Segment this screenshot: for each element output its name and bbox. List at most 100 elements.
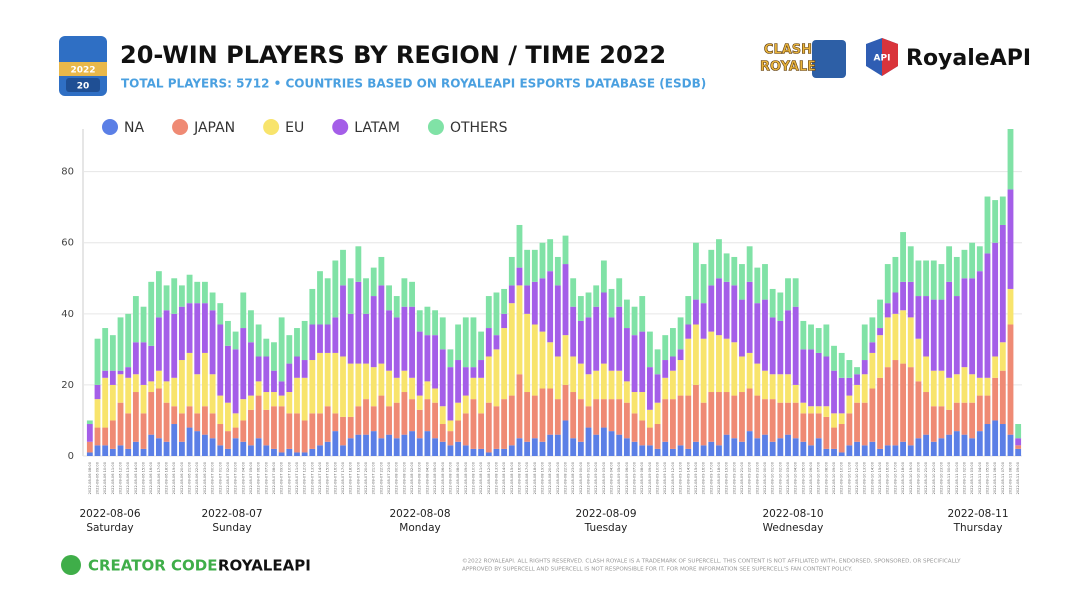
bar-segment (700, 402, 707, 446)
bar-segment (125, 413, 132, 449)
x-tick-label: 2022-08-10 04:00 (794, 461, 798, 494)
bar-segment (831, 427, 837, 449)
day-date: 2022-08-11 (947, 508, 1008, 520)
bar-segment (846, 413, 853, 446)
bar-segment (915, 381, 922, 439)
bar-segment (554, 256, 561, 286)
bar-segment (700, 338, 707, 403)
day-date: 2022-08-06 (79, 508, 140, 520)
bar-segment (723, 338, 730, 393)
bar-segment (662, 335, 669, 361)
bar-segment (155, 370, 162, 389)
bar-segment (401, 306, 408, 371)
bar-segment (531, 324, 538, 396)
bar-segment (1015, 438, 1022, 446)
bar-segment (854, 367, 860, 375)
bar-segment (953, 402, 960, 432)
bar-segment (639, 392, 646, 421)
bar-segment (163, 402, 170, 442)
bar-segment (969, 374, 976, 403)
bar-segment (900, 310, 906, 364)
bar-segment (693, 441, 699, 456)
bar-segment (86, 424, 93, 442)
bar-segment (585, 374, 592, 407)
x-tick-label: 2022-08-10 23:00 (939, 461, 943, 494)
bar-segment (723, 392, 730, 435)
bar-segment (792, 278, 799, 307)
x-tick-label: 2022-08-08 13:00 (494, 461, 498, 494)
game-logo: CLASH ROYALE (760, 40, 846, 78)
bar-segment (723, 281, 730, 339)
legend-label: JAPAN (193, 120, 235, 136)
x-tick-label: 2022-08-10 06:00 (809, 461, 813, 494)
bar-segment (416, 409, 423, 439)
bar-segment (209, 374, 216, 414)
bar-segment (953, 256, 960, 297)
x-tick-label: 2022-08-10 12:00 (855, 461, 859, 494)
bar-segment (930, 260, 937, 300)
bar-segment (416, 331, 423, 396)
bar-segment (570, 438, 577, 456)
bar-segment (861, 360, 868, 375)
bar-segment (716, 335, 722, 393)
bar-segment (370, 267, 377, 297)
bar-segment (125, 313, 132, 368)
x-tick-label: 2022-08-11 04:00 (978, 461, 982, 494)
bar-segment (493, 292, 500, 336)
bar-segment (815, 406, 822, 414)
bar-segment (94, 338, 101, 385)
x-tick-label: 2022-08-07 03:00 (234, 461, 238, 494)
bar-segment (409, 377, 415, 400)
bar-segment (616, 306, 623, 371)
x-tick-label: 2022-08-10 19:00 (909, 461, 913, 494)
bar-segment (892, 256, 899, 293)
bar-segment (217, 303, 224, 325)
legend-marker (102, 119, 118, 135)
x-tick-label: 2022-08-07 05:00 (249, 461, 253, 494)
bar-segment (808, 413, 814, 446)
x-tick-label: 2022-08-07 12:00 (303, 461, 307, 494)
bar-segment (232, 331, 239, 350)
x-tick-label: 2022-08-09 17:00 (709, 461, 713, 494)
bar-segment (317, 324, 323, 353)
bar-segment (109, 370, 116, 385)
bar-segment (370, 367, 377, 407)
bar-segment (508, 303, 515, 396)
bar-segment (670, 448, 676, 456)
bar-segment (378, 395, 385, 439)
bar-segment (600, 399, 607, 428)
bar-segment (646, 367, 653, 410)
bar-segment (194, 374, 201, 414)
bar-segment (432, 438, 438, 456)
x-tick-label: 2022-08-07 06:00 (257, 461, 261, 494)
bar-segment (501, 313, 508, 329)
bar-segment (401, 392, 408, 435)
bar-segment (554, 399, 561, 435)
bar-segment (792, 384, 799, 403)
bar-segment (754, 363, 761, 396)
bar-segment (616, 434, 623, 456)
bar-segment (938, 438, 945, 456)
bar-segment (393, 438, 400, 456)
bar-segment (677, 317, 684, 350)
bar-segment (462, 445, 469, 456)
bar-segment (739, 392, 745, 442)
bar-segment (232, 438, 239, 456)
x-tick-label: 2022-08-10 13:00 (863, 461, 867, 494)
bar-segment (831, 370, 837, 414)
x-tick-label: 2022-08-08 01:00 (402, 461, 406, 494)
bar-segment (347, 313, 354, 364)
bar-segment (823, 416, 830, 449)
x-tick-label: 2022-08-06 09:00 (96, 461, 100, 494)
bar-segment (731, 256, 738, 286)
x-tick-label: 2022-08-06 23:00 (203, 461, 207, 494)
bar-segment (930, 406, 937, 442)
bar-segment (317, 413, 323, 446)
bar-segment (531, 249, 538, 282)
bar-segment (1007, 288, 1014, 325)
bar-segment (662, 399, 669, 442)
bar-segment (424, 381, 431, 400)
x-tick-label: 2022-08-08 19:00 (540, 461, 544, 494)
bar-segment (416, 438, 423, 456)
